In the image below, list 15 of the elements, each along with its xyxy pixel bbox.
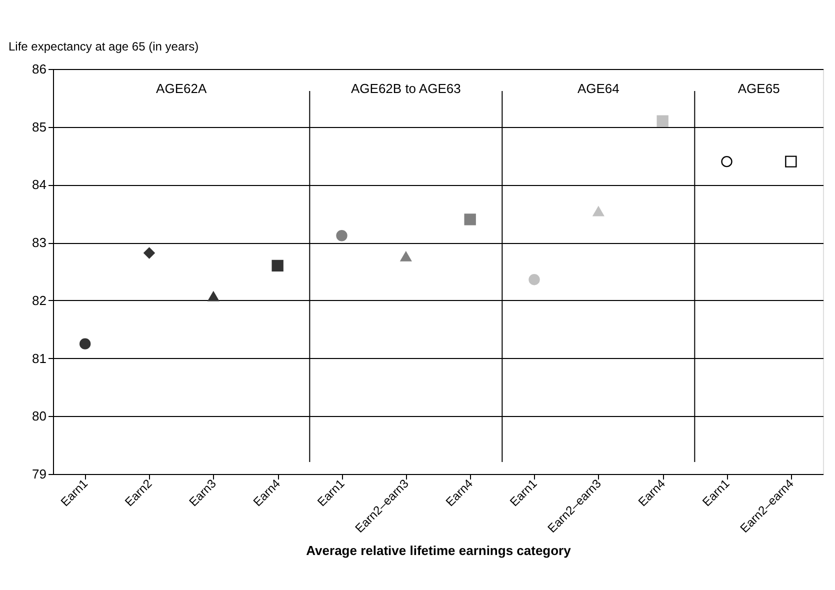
y-tick-label: 84	[32, 177, 46, 192]
y-tick-label: 82	[32, 292, 46, 308]
point	[144, 247, 155, 259]
y-axis-title: Life expectancy at age 65 (in years)	[8, 40, 199, 54]
y-tick-label: 80	[32, 408, 46, 424]
y-tick-label: 83	[32, 235, 46, 250]
annotation: AGE65	[738, 81, 780, 96]
y-tick-label: 79	[32, 466, 46, 482]
annotation: AGE62B to AGE63	[350, 81, 461, 96]
y-tick-label: 85	[32, 119, 46, 134]
y-tick-label: 81	[32, 350, 46, 366]
annotation: AGE64	[577, 81, 620, 96]
annotation: AGE62A	[156, 81, 207, 96]
y-tick-label: 86	[32, 62, 46, 76]
x-axis-title: Average relative lifetime earnings category	[306, 542, 572, 558]
